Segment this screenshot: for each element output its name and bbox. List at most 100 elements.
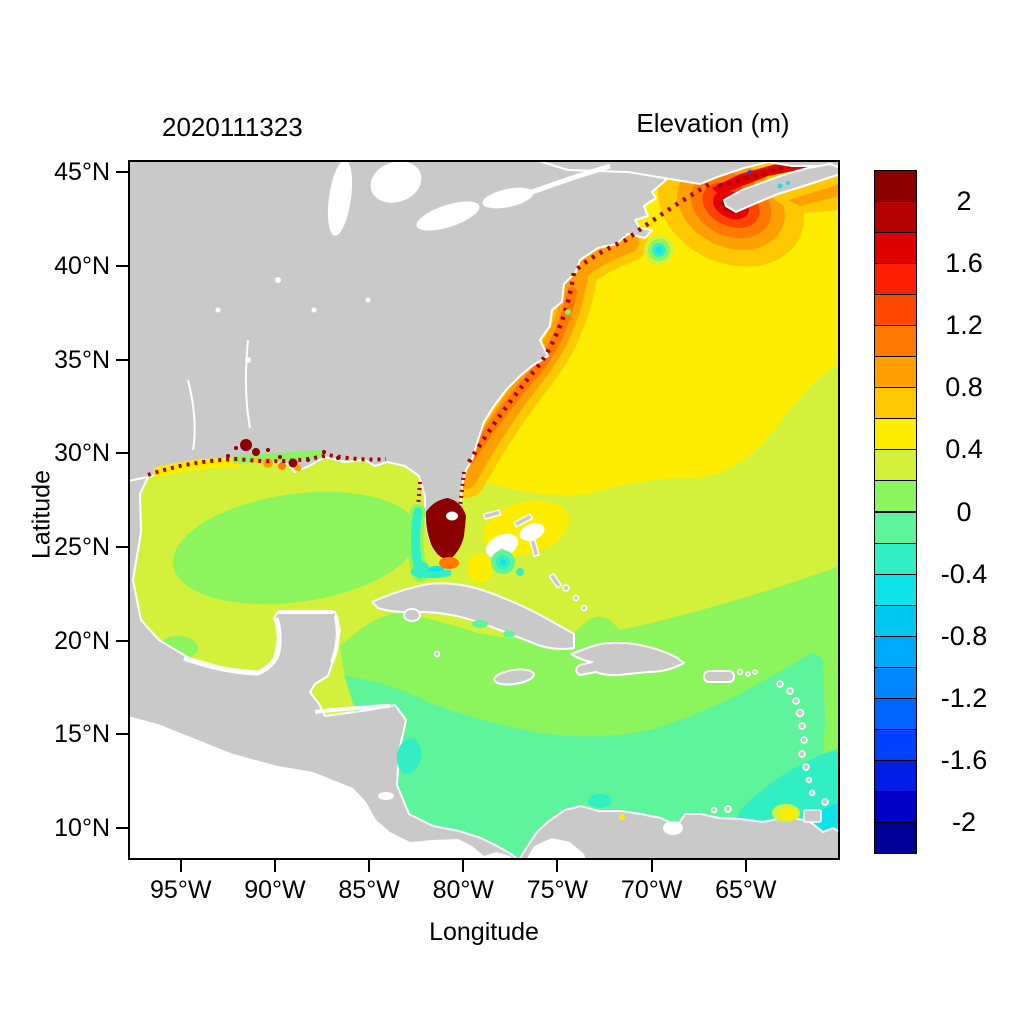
map-plot-area xyxy=(128,160,840,860)
delta-orange-patch-2 xyxy=(294,464,302,472)
cartagena-yellow-dot xyxy=(619,814,625,820)
y-tick-label: 40°N xyxy=(54,251,110,280)
x-tick-mark xyxy=(179,860,182,872)
colorbar-segment xyxy=(874,759,917,792)
south-florida-flood-zone xyxy=(407,498,466,582)
x-tick-label: 65°W xyxy=(715,876,777,904)
x-tick-label: 85°W xyxy=(338,876,400,904)
isla-juventud xyxy=(403,608,421,622)
y-tick-label: 35°N xyxy=(54,345,110,374)
canada-top-band xyxy=(535,160,840,185)
y-tick-label: 20°N xyxy=(54,626,110,655)
florida-west-coast-speckles xyxy=(414,481,425,561)
tobago-island xyxy=(821,798,829,806)
x-tick-mark xyxy=(650,860,653,872)
colorbar-segment xyxy=(874,232,917,265)
colorbar-tick-label: 0 xyxy=(956,496,972,527)
trinidad-island xyxy=(803,809,822,823)
x-tick-label: 70°W xyxy=(620,876,683,904)
colorbar-segment xyxy=(874,294,917,327)
run-timestamp-title: 2020111323 xyxy=(162,112,303,142)
cape-cod-eddy-core xyxy=(655,246,663,254)
ocean-eddies-and-spots xyxy=(396,235,800,822)
puerto-rico-island xyxy=(703,670,735,683)
colorbar-segment xyxy=(874,604,917,637)
minas-basin-darkred-dashes xyxy=(717,164,791,188)
x-tick-mark xyxy=(556,860,559,872)
st-lawrence-river xyxy=(531,163,611,195)
colorbar-segment xyxy=(874,542,917,575)
y-tick-mark xyxy=(116,639,128,642)
y-tick-mark xyxy=(116,546,128,548)
cayman-island xyxy=(433,650,441,658)
colorbar-tick-label: 1.2 xyxy=(945,310,983,341)
cuba-island xyxy=(371,582,575,650)
colorbar-tick-label: 2 xyxy=(956,186,972,217)
lesser-antilles-arc xyxy=(710,680,829,823)
pacific-pocket-panama xyxy=(526,838,586,860)
atlantic-coast-flood-speckles xyxy=(467,182,712,464)
colorbar-tick-label: 1.6 xyxy=(945,248,983,279)
ns-cyan-speck xyxy=(777,183,783,189)
elevation-map xyxy=(128,160,840,860)
plot-frame xyxy=(128,160,840,860)
colorbar-segment xyxy=(874,480,917,513)
colorbar-segment xyxy=(874,387,917,420)
florida-tip-orange xyxy=(439,557,459,569)
colorbar-segment xyxy=(874,418,917,451)
minas-basin-red-streak xyxy=(712,160,808,194)
colorbar-segment xyxy=(874,170,917,203)
maracaibo-teal-spot xyxy=(588,794,612,808)
colorbar-segment xyxy=(874,573,917,606)
y-tick-mark xyxy=(116,733,128,736)
lake-okeechobee xyxy=(446,511,458,521)
colorbar-tick-label: 0.8 xyxy=(945,372,983,403)
colorbar-segment xyxy=(874,635,917,668)
hispaniola-island xyxy=(570,641,685,677)
ns-cyan-speck-2 xyxy=(786,181,790,185)
colorbar-segment xyxy=(874,728,917,761)
colorbar-segment xyxy=(874,697,917,730)
colorbar-segment xyxy=(874,325,917,358)
ns-blue-speck xyxy=(748,170,752,174)
south-cuba-green-speck xyxy=(472,620,488,628)
gulf-green-tongue xyxy=(172,491,420,605)
colorbar-segment xyxy=(874,449,917,482)
x-tick-mark xyxy=(368,860,371,872)
colorbar-segment xyxy=(874,356,917,389)
colorbar-title: Elevation (m) xyxy=(636,108,790,138)
bahama-eddy-core xyxy=(500,559,506,565)
x-axis-label: Longitude xyxy=(429,918,539,946)
colorbar-tick-label: -2 xyxy=(951,806,976,837)
y-tick-mark xyxy=(116,264,128,267)
nova-scotia-amber-band xyxy=(768,176,840,214)
jamaica-island xyxy=(493,668,535,686)
x-tick-mark xyxy=(273,860,276,872)
colorbar-tick-label: -0.8 xyxy=(940,620,988,651)
colorbar-segment xyxy=(874,821,917,854)
yucatan-honduras-white-strip xyxy=(278,610,391,714)
south-cuba-green-speck-2 xyxy=(503,630,515,638)
y-tick-mark xyxy=(116,827,128,830)
river-lines xyxy=(187,339,251,451)
campeche-white-strip xyxy=(183,617,282,676)
lake-maracaibo xyxy=(663,821,683,835)
y-tick-label: 25°N xyxy=(54,533,110,561)
y-tick-label: 10°N xyxy=(54,814,110,843)
bahama-teal-dot xyxy=(516,568,524,576)
colorbar xyxy=(874,170,917,854)
colorbar-segment xyxy=(874,201,917,234)
y-tick-mark xyxy=(116,171,128,174)
louisiana-flood-cluster xyxy=(226,439,340,468)
colorbar-tick-label: 0.4 xyxy=(945,434,983,465)
lake-nicaragua xyxy=(378,792,394,800)
bahamas-banks-and-islands xyxy=(483,509,588,612)
y-tick-mark xyxy=(116,358,128,361)
colorbar-segment xyxy=(874,790,917,823)
y-tick-label: 45°N xyxy=(54,158,110,187)
colorbar-segment xyxy=(874,263,917,296)
y-axis-label: Latitude xyxy=(27,470,56,559)
delmarva-green-speck xyxy=(565,309,571,315)
x-tick-label: 75°W xyxy=(526,876,589,904)
y-tick-mark xyxy=(116,452,128,455)
